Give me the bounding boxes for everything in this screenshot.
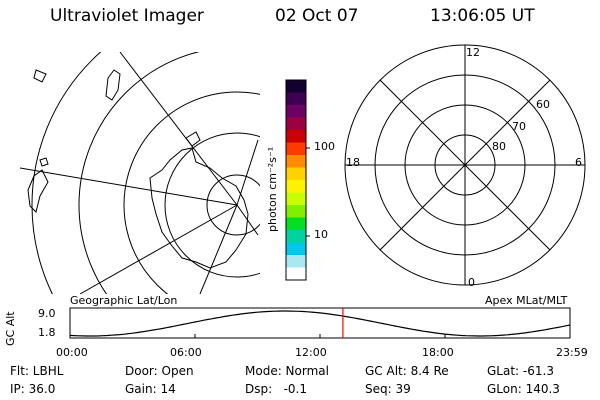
- mlat-label-60: 60: [536, 98, 550, 111]
- colorbar-cell: [286, 205, 306, 218]
- gc-alt-xtick: 23:59: [556, 346, 588, 359]
- door-info: Door: Open: [125, 364, 194, 378]
- colorbar-cell: [286, 242, 306, 256]
- polar-diagonal: [379, 79, 551, 251]
- date-label: 02 Oct 07: [275, 6, 359, 26]
- time-label: 13:06:05 UT: [430, 6, 535, 26]
- meridian-line: [119, 52, 238, 206]
- meridian-line: [20, 167, 238, 206]
- colorbar-cell: [286, 130, 306, 143]
- coastline-continent: [149, 147, 249, 269]
- apex-polar-plot: [344, 44, 586, 286]
- gc-alt-ytick-bottom: 1.8: [38, 326, 56, 339]
- lat-circle: [206, 174, 260, 236]
- colorbar-cell: [286, 80, 306, 93]
- colorbar-cell: [286, 117, 306, 131]
- mlt-label-18: 18: [346, 156, 360, 169]
- lat-circle: [164, 132, 260, 278]
- glon-info: GLon: 140.3: [487, 382, 560, 396]
- filter-info: Flt: LBHL: [10, 364, 64, 378]
- gc-alt-xtick: 06:00: [170, 346, 202, 359]
- colorbar-tick-label-10: 10: [314, 228, 328, 241]
- colorbar-frame: [285, 79, 307, 281]
- colorbar-cell: [286, 230, 306, 243]
- colorbar-tick-label-100: 100: [314, 140, 335, 153]
- meridian-line: [236, 139, 259, 206]
- lat-circle: [78, 52, 200, 294]
- apex-panel-label: Apex MLat/MLT: [485, 294, 568, 307]
- geographic-map: [20, 52, 260, 294]
- dsp-info: Dsp: -0.1: [245, 382, 308, 396]
- coastline-island: [185, 131, 201, 147]
- mlt-label-0: 0: [468, 276, 475, 289]
- colorbar-cell: [286, 142, 306, 156]
- gc-alt-plot: [69, 307, 571, 339]
- colorbar-cell: [286, 217, 306, 231]
- gc-alt-ytick-top: 9.0: [38, 307, 56, 320]
- mlat-label-70: 70: [512, 120, 526, 133]
- mlt-label-6: 6: [575, 156, 582, 169]
- seq-info: Seq: 39: [365, 382, 411, 396]
- colorbar-cell: [286, 180, 306, 193]
- colorbar-cell: [286, 167, 306, 181]
- mlt-label-12: 12: [466, 46, 480, 59]
- gc-alt-xtick: 12:00: [295, 346, 327, 359]
- geo-panel-label: Geographic Lat/Lon: [70, 294, 178, 307]
- colorbar-cell: [286, 192, 306, 206]
- colorbar-cell: [286, 105, 306, 118]
- meridian-line: [79, 204, 238, 294]
- lat-circle: [123, 91, 260, 294]
- coastline-land: [27, 169, 49, 213]
- colorbar-cell: [286, 155, 306, 168]
- mlat-label-80: 80: [492, 140, 506, 153]
- glat-info: GLat: -61.3: [487, 364, 554, 378]
- colorbar-cell: [286, 267, 306, 281]
- colorbar: [285, 79, 310, 281]
- mode-info: Mode: Normal: [245, 364, 329, 378]
- colorbar-unit-label: photon cm⁻²s⁻¹: [266, 146, 279, 232]
- coastline-island: [39, 157, 49, 167]
- gc-alt-xtick: 00:00: [56, 346, 88, 359]
- gc-alt-ylabel: GC Alt: [4, 311, 17, 346]
- gain-info: Gain: 14: [125, 382, 176, 396]
- instrument-title: Ultraviolet Imager: [50, 6, 204, 26]
- colorbar-cell: [286, 255, 306, 268]
- lat-circle: [31, 52, 102, 294]
- gc-alt-xtick: 18:00: [422, 346, 454, 359]
- gc-alt-info: GC Alt: 8.4 Re: [365, 364, 449, 378]
- coastline-island: [105, 69, 121, 101]
- coastline-island: [33, 69, 47, 83]
- meridian-line: [199, 204, 238, 294]
- colorbar-cell: [286, 92, 306, 106]
- ip-info: IP: 36.0: [10, 382, 56, 396]
- gc-alt-curve: [69, 310, 571, 337]
